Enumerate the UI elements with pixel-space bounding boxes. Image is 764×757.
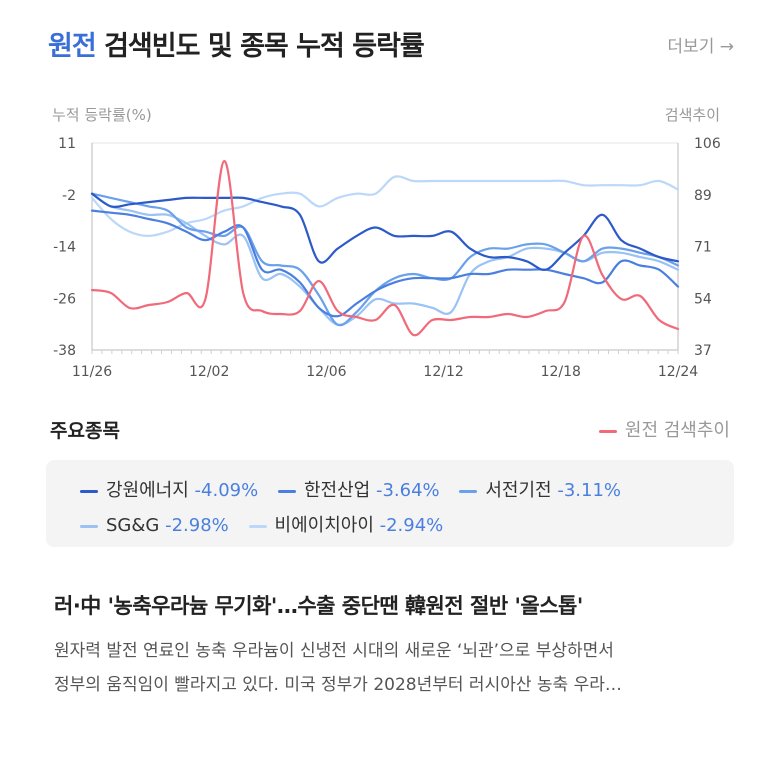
series-line [90,192,680,327]
news-summary: 원자력 발전 연료인 농축 우라늄이 신냉전 시대의 새로운 ‘뇌관’으로 부상… [54,634,730,702]
legend-stock-name: SG&G [106,515,160,536]
legend-stock-name: 서전기전 [485,480,552,501]
y-tick-label: -2 [62,188,76,204]
legend-item[interactable]: 강원에너지 -4.09% [80,476,258,502]
series-line [90,192,680,327]
legend-stock-name: 비에이치아이 [274,515,374,536]
legend-stock-name: 한전산업 [303,480,371,501]
search-trend-swatch [598,429,617,433]
y2-tick-label: 89 [694,188,712,204]
legend-swatch [459,489,478,493]
legend-row: 강원에너지 -4.09% 한전산업 -3.64% 서전기전 -3.11% [80,476,635,502]
x-tick-label: 12/24 [658,364,698,380]
legend-swatch [277,489,296,493]
plot-area [91,142,679,351]
legend-stock-pct: -2.94% [379,515,444,536]
legend-stock-pct: -4.09% [194,480,259,501]
y2-tick-label: 37 [694,343,712,359]
x-tick-label: 12/02 [189,364,229,380]
x-tick-label: 12/12 [423,364,463,380]
search-trend-legend: 원전 검색추이 [598,416,730,442]
legend-item[interactable]: 비에이치아이 -2.94% [248,511,444,537]
y-axis-title: 누적 등락률(%) [52,106,152,124]
news-title[interactable]: 러·中 '농축우라늄 무기화'…수출 중단땐 韓원전 절반 '올스톱' [54,594,583,618]
legend-swatch [248,524,267,528]
y-tick-label: -38 [53,343,76,359]
y2-tick-label: 71 [694,240,712,256]
y2-tick-label: 54 [694,291,712,307]
main-stocks-header: 주요종목 원전 검색추이 [50,412,736,444]
series-line [90,175,680,237]
news-summary-line: 원자력 발전 연료인 농축 우라늄이 신냉전 시대의 새로운 ‘뇌관’으로 부상… [54,641,614,661]
line-chart: 11 -2 -14 -26 -38 106 89 71 54 37 11/26 12/02 12/06 1… [53,136,721,380]
main-stocks-title: 주요종목 [50,420,120,442]
legend-swatch [80,524,98,528]
more-link[interactable]: 더보기 → [667,37,734,57]
y-tick-label: -14 [53,240,76,256]
legend-swatch [80,489,98,493]
legend-stock-pct: -3.64% [375,480,440,501]
title-text: 검색빈도 및 종목 누적 등락률 [104,31,425,62]
y2-tick-label: 106 [694,136,721,152]
title-highlight: 원전 [48,31,97,62]
header: 원전 검색빈도 및 종목 누적 등락률 더보기 → [48,24,736,64]
x-tick-label: 12/18 [541,364,581,380]
legend-item[interactable]: 한전산업 -3.64% [277,476,440,502]
news-summary-line: 정부의 움직임이 빨라지고 있다. 미국 정부가 2028년부터 러시아산 농축… [54,675,622,695]
search-trend-label: 원전 검색추이 [624,420,730,441]
legend-stock-name: 강원에너지 [106,480,189,501]
stock-legend: 강원에너지 -4.09% 한전산업 -3.64% 서전기전 -3.11% SG&… [46,460,734,547]
x-tick-label: 12/06 [306,364,346,380]
page-title: 원전 검색빈도 및 종목 누적 등락률 [48,24,425,63]
series-line [90,209,680,318]
y-tick-label: -26 [53,291,76,307]
legend-item[interactable]: 서전기전 -3.11% [459,476,621,502]
y-tick-label: 11 [58,136,76,152]
legend-row: SG&G -2.98% 비에이치아이 -2.94% [80,511,457,537]
x-tick-label: 11/26 [72,364,112,380]
legend-item[interactable]: SG&G -2.98% [80,515,229,536]
search-trend-line [90,159,680,337]
legend-stock-pct: -2.98% [165,515,229,536]
y2-axis-title: 검색추이 [664,106,720,124]
news-item[interactable]: 러·中 '농축우라늄 무기화'…수출 중단땐 韓원전 절반 '올스톱' 원자력 … [54,590,734,702]
legend-stock-pct: -3.11% [557,480,622,501]
